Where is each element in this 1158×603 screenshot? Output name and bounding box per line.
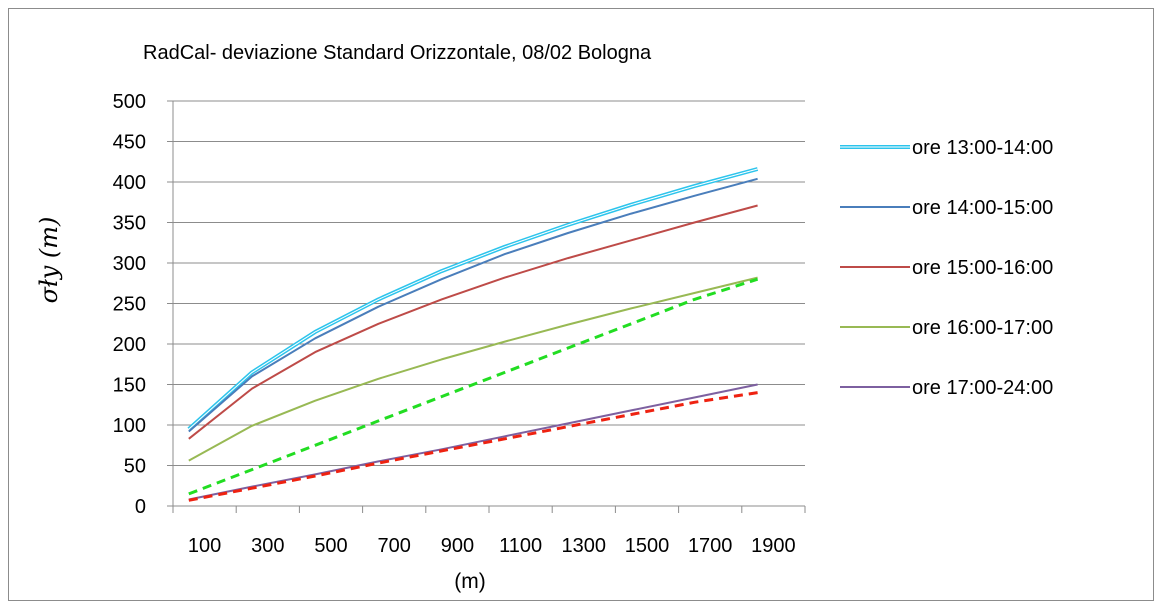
legend-label: ore 15:00-16:00 [912, 257, 1053, 279]
x-tick-label: 1100 [499, 535, 542, 557]
y-tick-label: 50 [124, 456, 146, 478]
x-tick-label: 500 [314, 535, 347, 557]
x-tick-label: 1700 [688, 535, 733, 557]
x-tick-label: 1300 [562, 535, 607, 557]
x-tick-label: 900 [441, 535, 474, 557]
y-tick-label: 100 [113, 415, 146, 437]
series-line-inner [188, 168, 758, 430]
series-line [188, 383, 758, 501]
y-tick-label: 450 [113, 132, 146, 154]
legend-label: ore 16:00-17:00 [912, 317, 1053, 339]
series-line [188, 277, 759, 496]
x-tick-label: 700 [378, 535, 411, 557]
gridlines [173, 100, 805, 466]
y-tick-label: 0 [135, 496, 146, 518]
y-tick-label: 350 [113, 213, 146, 235]
legend-label: ore 13:00-14:00 [912, 137, 1053, 159]
legend-label: ore 17:00-24:00 [912, 377, 1053, 399]
x-axis-label: (m) [454, 570, 485, 593]
y-tick-label: 400 [113, 172, 146, 194]
legend: ore 13:00-14:00 ore 14:00-15:00 ore 15:00-… [840, 137, 1053, 399]
x-tick-label: 100 [188, 535, 221, 557]
y-axis-label: σły (m) [35, 217, 63, 304]
series-lines [187, 167, 759, 502]
chart-frame [8, 8, 1154, 601]
x-tick-labels: 100 300 500 700 900 1100 1300 1500 1700 1900 [188, 535, 796, 557]
series-line [188, 276, 758, 462]
y-tick-label: 150 [113, 375, 146, 397]
series-line [188, 204, 758, 440]
legend-label: ore 14:00-15:00 [912, 197, 1053, 219]
y-tick-label: 500 [113, 91, 146, 113]
x-tick-label: 1500 [625, 535, 670, 557]
series-line [188, 391, 758, 502]
chart-title: RadCal- deviazione Standard Orizzontale,… [143, 42, 652, 64]
y-tick-label: 200 [113, 334, 146, 356]
y-tick-label: 300 [113, 253, 146, 275]
series-line [188, 177, 758, 433]
y-tick-label: 250 [113, 294, 146, 316]
axes [167, 100, 806, 513]
x-tick-label: 1900 [751, 535, 796, 557]
y-tick-labels: 0 50 100 150 200 250 300 350 400 450 500 [113, 91, 146, 518]
x-tick-label: 300 [251, 535, 284, 557]
